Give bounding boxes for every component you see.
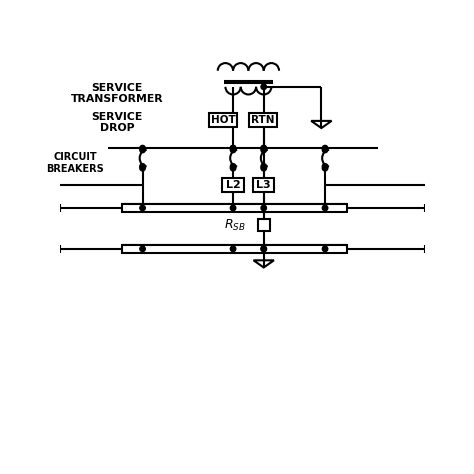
Circle shape	[230, 147, 236, 153]
Text: CIRCUIT
BREAKERS: CIRCUIT BREAKERS	[46, 152, 104, 173]
Bar	[122, 245, 347, 253]
Circle shape	[140, 147, 146, 153]
Bar	[122, 204, 347, 212]
Text: RTN: RTN	[251, 115, 274, 125]
Circle shape	[322, 147, 328, 153]
Circle shape	[230, 205, 236, 211]
Bar	[253, 178, 274, 192]
Text: $R_{SB}$: $R_{SB}$	[224, 218, 246, 233]
Text: SERVICE
DROP: SERVICE DROP	[91, 112, 143, 133]
Circle shape	[322, 146, 328, 151]
Circle shape	[261, 165, 266, 171]
Circle shape	[140, 164, 146, 169]
Circle shape	[261, 84, 266, 90]
Circle shape	[230, 146, 236, 151]
Circle shape	[230, 146, 236, 151]
Circle shape	[230, 164, 236, 169]
Circle shape	[140, 246, 146, 252]
Circle shape	[261, 246, 266, 252]
Text: L3: L3	[256, 180, 271, 190]
Circle shape	[322, 165, 328, 171]
Circle shape	[322, 246, 328, 252]
Circle shape	[140, 165, 146, 171]
Circle shape	[261, 164, 266, 169]
Circle shape	[322, 205, 328, 211]
Circle shape	[261, 147, 266, 153]
Circle shape	[261, 246, 266, 252]
Bar	[222, 178, 244, 192]
Circle shape	[261, 205, 266, 211]
Circle shape	[261, 146, 266, 151]
Bar	[258, 219, 270, 231]
Text: HOT: HOT	[210, 115, 236, 125]
Circle shape	[261, 146, 266, 151]
Text: SERVICE
TRANSFORMER: SERVICE TRANSFORMER	[71, 82, 164, 104]
Circle shape	[140, 146, 146, 151]
Text: L2: L2	[226, 180, 240, 190]
Bar	[210, 113, 237, 127]
Circle shape	[322, 164, 328, 169]
Circle shape	[230, 165, 236, 171]
Circle shape	[140, 205, 146, 211]
Circle shape	[230, 246, 236, 252]
Bar	[249, 113, 276, 127]
